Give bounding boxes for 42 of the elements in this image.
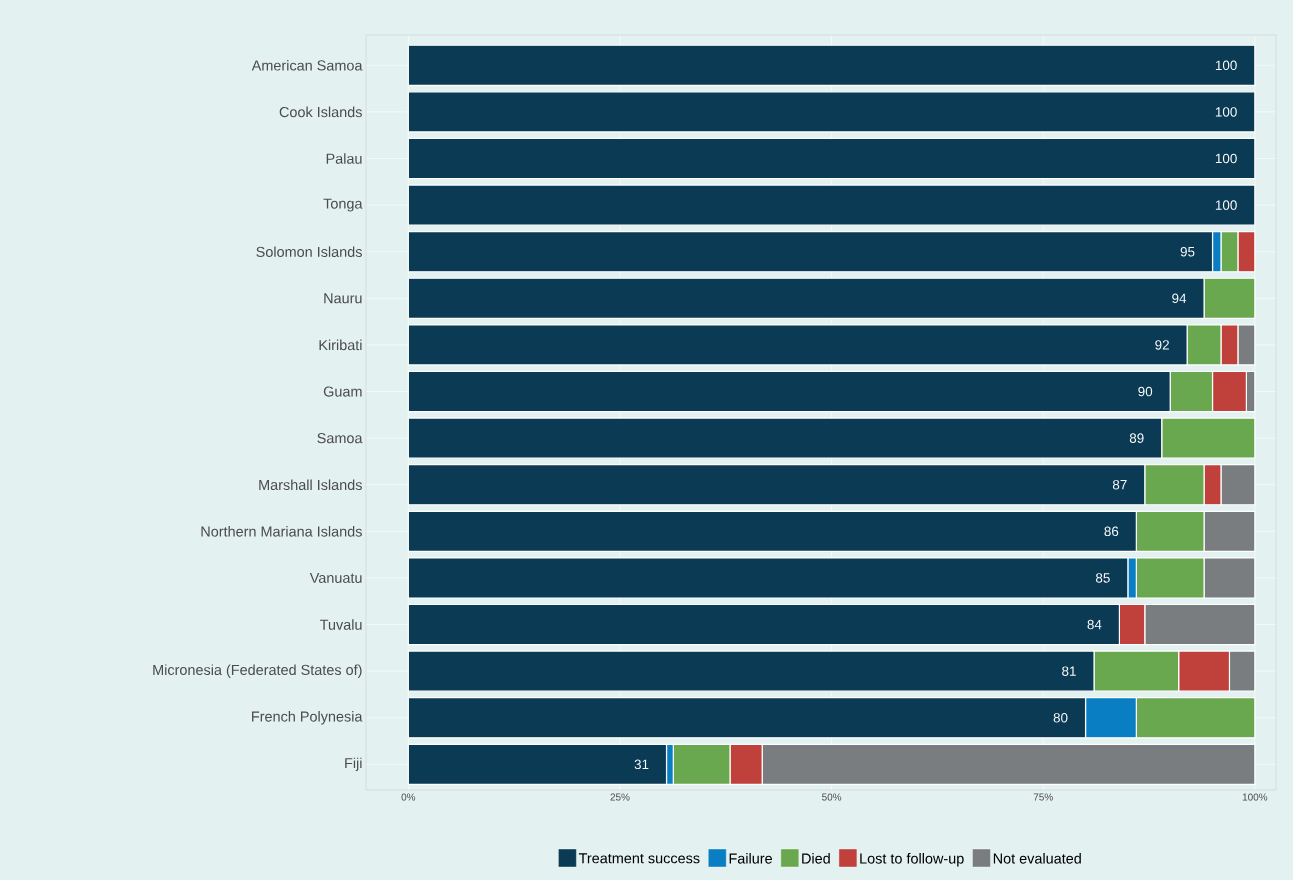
data-label: 87 (1112, 479, 1127, 490)
data-label: 94 (1172, 293, 1187, 304)
y-tick-label: Tonga (323, 198, 363, 212)
y-tick-label: Nauru (324, 293, 362, 304)
y-tick-label: Kiribati (319, 339, 362, 351)
legend-label: Lost to follow-up (860, 853, 964, 867)
legend-label: Not evaluated (993, 853, 1081, 864)
y-tick-label: Guam (323, 386, 362, 397)
data-label: 100 (1215, 60, 1237, 71)
y-tick-label: Tuvalu (319, 619, 362, 630)
data-label: 100 (1215, 153, 1237, 164)
x-tick-label: 0% (401, 793, 416, 801)
y-tick-label: American Samoa (251, 59, 363, 71)
y-tick-label: Marshall Islands (259, 479, 362, 491)
y-tick-label: Samoa (317, 433, 363, 444)
legend-label: Failure (729, 853, 772, 864)
y-tick-label: Vanuatu (309, 572, 362, 583)
y-tick-label: Micronesia (Federated States of) (153, 664, 362, 678)
y-tick-label: Cook Islands (279, 106, 362, 118)
data-label: 81 (1062, 666, 1076, 676)
data-label: 80 (1053, 713, 1068, 723)
legend-label: Treatment success (578, 853, 700, 864)
x-tick-label: 75% (1033, 793, 1053, 801)
data-label: 84 (1087, 619, 1102, 630)
data-label: 95 (1180, 246, 1195, 257)
y-tick-label: Northern Mariana Islands (201, 526, 362, 537)
y-tick-label: Solomon Islands (256, 246, 362, 258)
data-label: 100 (1215, 107, 1237, 117)
x-tick-label: 25% (610, 793, 630, 801)
y-tick-label: French Polynesia (252, 711, 363, 725)
data-label: 100 (1215, 200, 1237, 210)
x-tick-label: 100% (1242, 793, 1268, 801)
data-label: 86 (1104, 526, 1119, 537)
y-tick-label: Fiji (345, 757, 362, 772)
data-label: 89 (1129, 433, 1144, 443)
x-tick-label: 50% (822, 793, 842, 801)
data-label: 92 (1155, 340, 1169, 350)
y-tick-label: Palau (326, 153, 362, 164)
data-label: 90 (1138, 386, 1153, 397)
data-label: 31 (634, 759, 649, 770)
data-label: 85 (1095, 573, 1110, 583)
legend-label: Died (802, 853, 830, 864)
